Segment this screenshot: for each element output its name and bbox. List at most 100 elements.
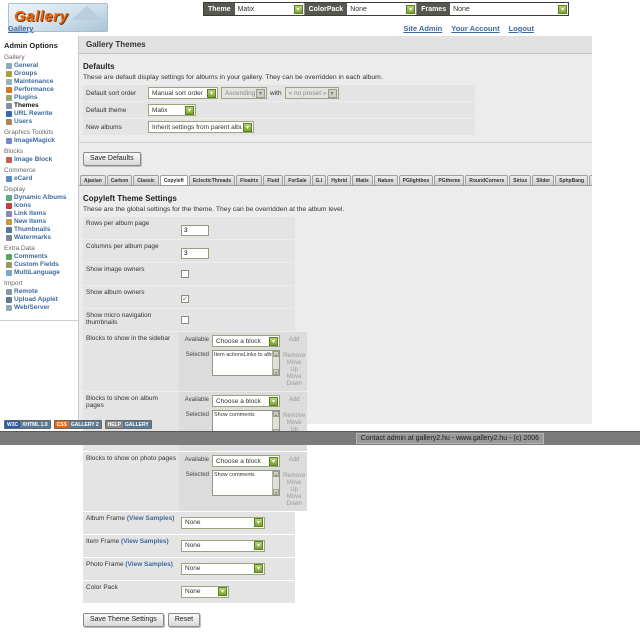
chevron-down-icon[interactable]: ▾	[293, 4, 303, 14]
theme-bar-select[interactable]: None ▾	[450, 3, 569, 15]
sidebar-item[interactable]: ImageMagick	[6, 137, 76, 144]
remove-link[interactable]: Remove	[283, 353, 306, 359]
theme-tab[interactable]: SphpBang	[555, 175, 589, 185]
view-samples-link[interactable]: (View Samples)	[125, 561, 173, 568]
listbox-option[interactable]: Show comments	[214, 412, 255, 418]
move-down-link[interactable]: Move Down	[286, 374, 302, 387]
theme-tab[interactable]: Hybrid	[327, 175, 352, 185]
photo-blocks-choose-select[interactable]: Choose a block ▾	[212, 455, 280, 467]
remove-link[interactable]: Remove	[283, 413, 306, 419]
sidebar-item[interactable]: Groups	[6, 70, 76, 77]
theme-tab[interactable]: Fluid	[263, 175, 284, 185]
sidebar-item[interactable]: Link Items	[6, 210, 76, 217]
sidebar-blocks-listbox[interactable]: Item actionsLinks to album/photo peersIm…	[212, 350, 280, 376]
sidebar-item[interactable]: Themes	[6, 102, 76, 109]
chevron-down-icon[interactable]: ▾	[269, 456, 278, 466]
sidebar-item[interactable]: eCard	[6, 175, 76, 182]
remove-link[interactable]: Remove	[283, 473, 306, 479]
chevron-down-icon[interactable]: ▾	[218, 587, 227, 597]
show-album-owners-checkbox[interactable]: ✓	[181, 295, 189, 303]
sidebar-item[interactable]: Maintenance	[6, 78, 76, 85]
sidebar-item[interactable]: Plugins	[6, 94, 76, 101]
listbox-option[interactable]: Links to album/photo peers	[243, 352, 279, 358]
move-up-link[interactable]: Move Up	[286, 420, 302, 433]
sidebar-item[interactable]: Custom Fields	[6, 261, 76, 268]
theme-tab[interactable]: Classic	[133, 175, 159, 185]
sort-order-select[interactable]: Manual sort order ▾	[148, 87, 218, 99]
chevron-down-icon[interactable]: ▾	[254, 564, 263, 574]
sidebar-item[interactable]: Comments	[6, 253, 76, 260]
theme-tab[interactable]: PGlightbox	[398, 175, 434, 185]
chevron-down-icon[interactable]: ▾	[254, 518, 263, 528]
reset-button[interactable]: Reset	[167, 613, 201, 627]
show-image-owners-checkbox[interactable]	[181, 270, 189, 278]
theme-tab[interactable]: Copyleft	[159, 175, 188, 185]
validation-badge[interactable]: HELP GALLERY	[104, 420, 152, 429]
account-link[interactable]: Site Admin	[403, 24, 443, 33]
theme-tab[interactable]: PGtheme	[434, 175, 465, 185]
chevron-down-icon[interactable]: ▾	[243, 122, 252, 132]
photo-blocks-listbox[interactable]: Show comments ▴ ▾	[212, 470, 280, 496]
theme-tab[interactable]: Nature	[373, 175, 398, 185]
sidebar-item[interactable]: New Items	[6, 218, 76, 225]
add-link[interactable]: Add	[288, 337, 300, 343]
view-samples-link[interactable]: (View Samples)	[126, 515, 175, 522]
sidebar-item[interactable]: Thumbnails	[6, 226, 76, 233]
chevron-down-icon[interactable]: ▾	[269, 336, 278, 346]
account-link[interactable]: Your Account	[451, 24, 500, 33]
columns-per-page-input[interactable]	[181, 248, 209, 259]
add-link[interactable]: Add	[288, 457, 300, 463]
theme-tab[interactable]: Ajaxian	[80, 175, 106, 185]
chevron-down-icon[interactable]: ▾	[254, 541, 263, 551]
theme-bar-select[interactable]: None ▾	[347, 3, 418, 15]
chevron-down-icon[interactable]: ▾	[406, 4, 416, 14]
theme-bar-select[interactable]: Matix ▾	[234, 3, 305, 15]
theme-tab[interactable]: Slider	[532, 175, 555, 185]
chevron-down-icon[interactable]: ▾	[207, 88, 216, 98]
theme-tab[interactable]: G.I	[311, 175, 327, 185]
theme-tab[interactable]: EclecticThreads	[188, 175, 236, 185]
listbox-option[interactable]: Item actions	[214, 352, 244, 358]
listbox-option[interactable]: Show comments	[214, 472, 255, 478]
sidebar-blocks-choose-select[interactable]: Choose a block ▾	[212, 335, 280, 347]
show-micro-nav-checkbox[interactable]	[181, 316, 189, 324]
chevron-down-icon[interactable]: ▾	[269, 396, 278, 406]
default-theme-select[interactable]: Matix ▾	[148, 104, 196, 116]
theme-tab[interactable]: ForSale	[284, 175, 311, 185]
theme-tab[interactable]: Tan	[589, 175, 592, 185]
view-samples-link[interactable]: (View Samples)	[121, 538, 169, 545]
sidebar-item[interactable]: URL Rewrite	[6, 110, 76, 117]
sidebar-item[interactable]: Remote	[6, 288, 76, 295]
move-up-link[interactable]: Move Up	[286, 360, 302, 373]
chevron-down-icon[interactable]: ▾	[185, 105, 194, 115]
gallery-logo[interactable]: Gallery	[8, 3, 108, 32]
photo-frame-select[interactable]: None ▾	[181, 562, 265, 575]
save-theme-settings-button[interactable]: Save Theme Settings	[83, 613, 164, 627]
sidebar-item[interactable]: Upload Applet	[6, 296, 76, 303]
rows-per-page-input[interactable]	[181, 225, 209, 236]
breadcrumb-gallery-link[interactable]: Gallery	[8, 24, 34, 33]
new-albums-select[interactable]: Inherit settings from parent album ▾	[148, 121, 254, 133]
sidebar-item[interactable]: Users	[6, 118, 76, 125]
account-link[interactable]: Logout	[508, 24, 534, 33]
sidebar-item[interactable]: Performance	[6, 86, 76, 93]
sidebar-item[interactable]: Image Block	[6, 156, 76, 163]
scrollbar[interactable]: ▴▾	[272, 471, 279, 495]
color-pack-select[interactable]: None ▾	[181, 585, 229, 598]
chevron-down-icon[interactable]: ▾	[558, 4, 568, 14]
move-up-link[interactable]: Move Up	[286, 480, 302, 493]
scrollbar[interactable]: ▴▾	[272, 351, 279, 375]
sidebar-item[interactable]: MultiLanguage	[6, 269, 76, 276]
album-frame-select[interactable]: None ▾	[181, 516, 265, 529]
validation-badge[interactable]: CSS GALLERY 2	[53, 420, 102, 429]
item-frame-select[interactable]: None ▾	[181, 539, 265, 552]
move-down-link[interactable]: Move Down	[286, 494, 302, 507]
theme-tab[interactable]: RoundCorners	[465, 175, 509, 185]
album-blocks-choose-select[interactable]: Choose a block ▾	[212, 395, 280, 407]
add-link[interactable]: Add	[288, 397, 300, 403]
sidebar-item[interactable]: General	[6, 62, 76, 69]
theme-tab[interactable]: Floatrix	[236, 175, 263, 185]
save-defaults-button[interactable]: Save Defaults	[83, 152, 141, 166]
validation-badge[interactable]: W3C XHTML 1.0	[4, 420, 51, 429]
theme-tab[interactable]: Carbon	[106, 175, 133, 185]
